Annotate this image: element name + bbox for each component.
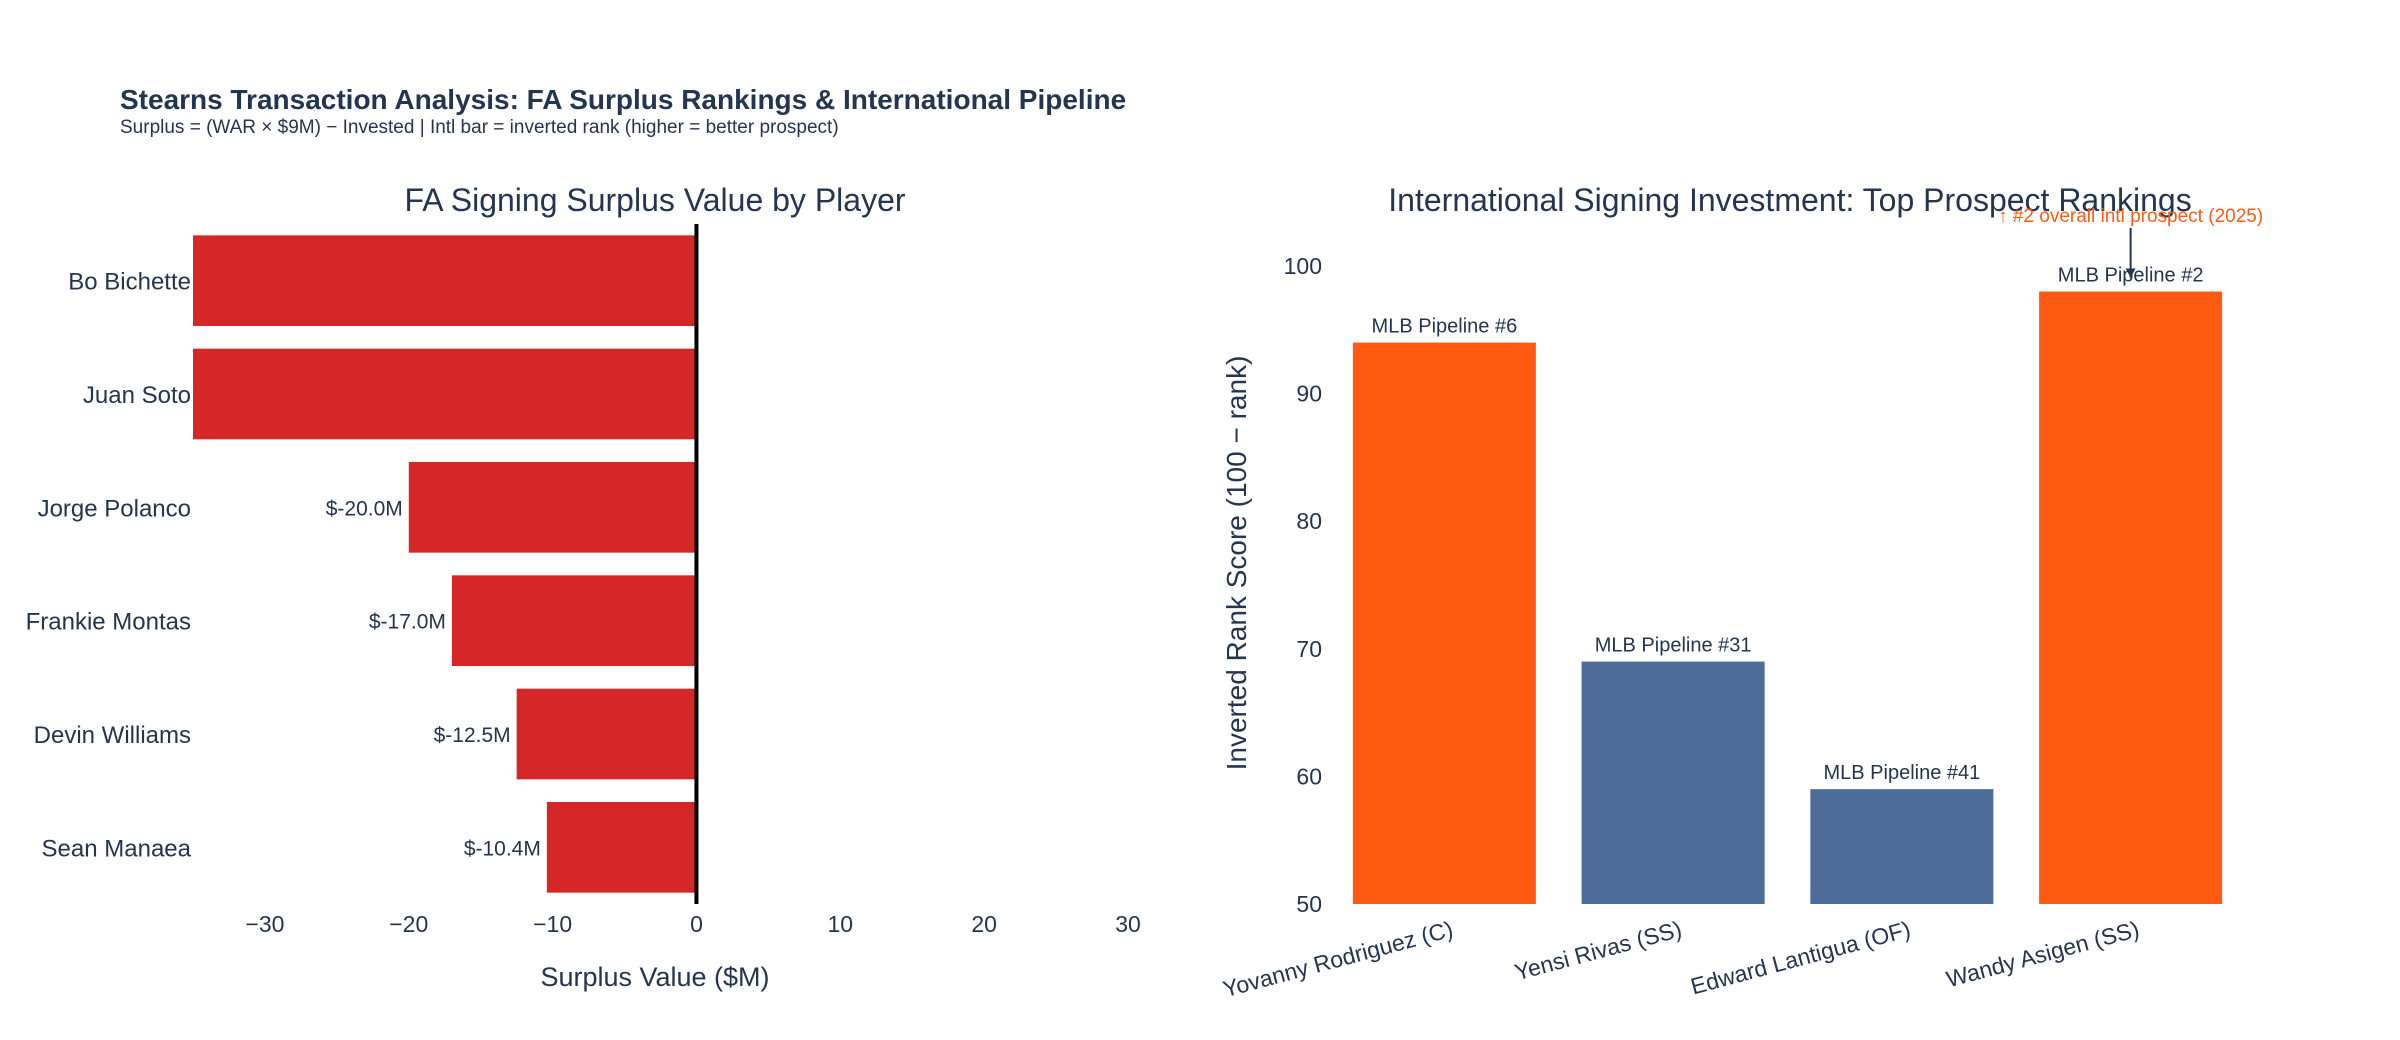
fa-surplus-chart-title: FA Signing Surplus Value by Player — [404, 182, 905, 218]
intl-pipeline-y-axis-label: Inverted Rank Score (100 − rank) — [1221, 356, 1252, 771]
bar-frankie-montas — [451, 575, 697, 666]
figure-title: Stearns Transaction Analysis: FA Surplus… — [120, 84, 1127, 115]
y-tick-label: 50 — [1296, 891, 1322, 917]
x-tick-label: 20 — [971, 911, 997, 937]
intl-pipeline-data-labels: MLB Pipeline #6 MLB Pipeline #31 MLB Pipel… — [1372, 265, 2204, 785]
bar-yensi-rivas-ss — [1581, 661, 1765, 904]
annotation-arrowhead — [2125, 268, 2136, 278]
fa-surplus-chart: FA Signing Surplus Value by Player $-20.… — [26, 182, 1141, 992]
category-label-bo-bichette: Bo Bichette — [68, 269, 191, 296]
y-tick-label: 90 — [1296, 381, 1322, 407]
bar-juan-soto — [193, 348, 697, 440]
x-tick-label: −10 — [533, 911, 572, 937]
category-label-yensi-rivas-ss: Yensi Rivas (SS) — [1512, 916, 1685, 986]
bar-edward-lantigua-of — [1810, 789, 1994, 904]
bar-sean-manaea — [546, 802, 697, 893]
x-tick-label: −30 — [245, 911, 284, 937]
data-label-edward-lantigua-of: MLB Pipeline #41 — [1823, 762, 1980, 784]
fa-surplus-category-labels: Bo Bichette Juan Soto Jorge Polanco Frankie… — [26, 269, 192, 863]
intl-pipeline-chart-title: International Signing Investment: Top Pr… — [1388, 182, 2191, 218]
bar-wandy-asigen-ss — [2039, 291, 2223, 904]
category-label-frankie-montas: Frankie Montas — [26, 609, 191, 636]
annotation-text: ↑ #2 overall intl prospect (2025) — [1998, 206, 2263, 227]
intl-pipeline-y-ticks: 50 60 70 80 90 100 — [1284, 253, 1322, 917]
bar-yovanny-rodriguez-c — [1352, 342, 1536, 904]
intl-pipeline-category-labels: Yovanny Rodriguez (C) Yensi Rivas (SS) Edw… — [1220, 916, 2142, 1002]
data-label-yovanny-rodriguez-c: MLB Pipeline #6 — [1372, 316, 1518, 338]
category-label-yovanny-rodriguez-c: Yovanny Rodriguez (C) — [1220, 916, 1456, 1002]
y-tick-label: 80 — [1296, 508, 1322, 534]
fa-surplus-x-ticks: −30 −20 −10 0 10 20 30 — [245, 911, 1140, 937]
fa-surplus-bars — [193, 235, 697, 893]
category-label-jorge-polanco: Jorge Polanco — [38, 495, 191, 522]
y-tick-label: 60 — [1296, 763, 1322, 789]
data-label-sean-manaea: $-10.4M — [464, 837, 541, 860]
category-label-wandy-asigen-ss: Wandy Asigen (SS) — [1943, 916, 2142, 993]
y-tick-label: 70 — [1296, 636, 1322, 662]
data-label-yensi-rivas-ss: MLB Pipeline #31 — [1595, 635, 1752, 657]
intl-pipeline-bars — [1352, 291, 2223, 904]
x-tick-label: 0 — [690, 911, 703, 937]
category-label-sean-manaea: Sean Manaea — [42, 835, 192, 862]
intl-pipeline-chart: International Signing Investment: Top Pr… — [1220, 182, 2263, 1002]
category-label-juan-soto: Juan Soto — [83, 382, 191, 409]
intl-pipeline-annotations: ↑ #2 overall intl prospect (2025) — [1998, 206, 2263, 278]
bar-bo-bichette — [193, 235, 697, 326]
bar-jorge-polanco — [408, 462, 697, 553]
x-tick-label: 30 — [1115, 911, 1141, 937]
data-label-devin-williams: $-12.5M — [434, 724, 511, 747]
x-tick-label: −20 — [389, 911, 428, 937]
data-label-frankie-montas: $-17.0M — [369, 611, 446, 634]
figure-subtitle: Surplus = (WAR × $9M) − Invested | Intl … — [120, 117, 839, 138]
x-tick-label: 10 — [828, 911, 854, 937]
category-label-edward-lantigua-of: Edward Lantigua (OF) — [1688, 916, 1913, 1000]
fa-surplus-data-labels: $-20.0M $-17.0M $-12.5M $-10.4M — [326, 497, 541, 860]
category-label-devin-williams: Devin Williams — [34, 722, 191, 749]
bar-devin-williams — [516, 688, 697, 780]
data-label-jorge-polanco: $-20.0M — [326, 497, 403, 520]
y-tick-label: 100 — [1284, 253, 1322, 279]
fa-surplus-x-axis-label: Surplus Value ($M) — [540, 962, 769, 992]
